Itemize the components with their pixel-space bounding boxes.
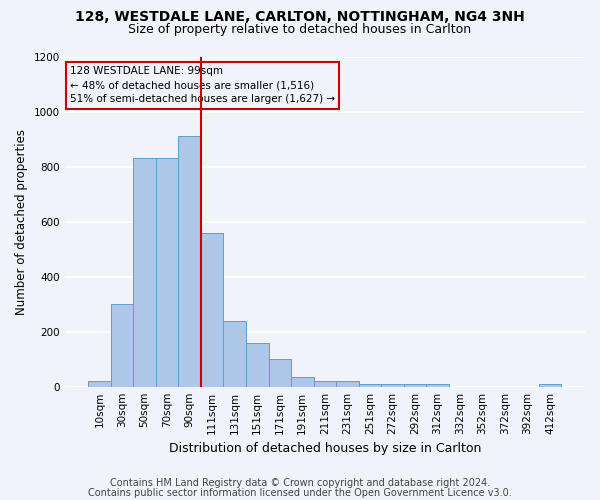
Bar [539, 384, 562, 386]
Bar [178, 136, 201, 386]
Text: 128, WESTDALE LANE, CARLTON, NOTTINGHAM, NG4 3NH: 128, WESTDALE LANE, CARLTON, NOTTINGHAM,… [75, 10, 525, 24]
Bar [111, 304, 133, 386]
Text: Size of property relative to detached houses in Carlton: Size of property relative to detached ho… [128, 22, 472, 36]
Bar [246, 342, 269, 386]
Bar [269, 359, 291, 386]
Bar [133, 158, 156, 386]
Text: 128 WESTDALE LANE: 99sqm
← 48% of detached houses are smaller (1,516)
51% of sem: 128 WESTDALE LANE: 99sqm ← 48% of detach… [70, 66, 335, 104]
Bar [404, 384, 426, 386]
Bar [314, 381, 336, 386]
Bar [88, 381, 111, 386]
Bar [156, 158, 178, 386]
Bar [201, 232, 223, 386]
Bar [291, 377, 314, 386]
Bar [223, 320, 246, 386]
Bar [381, 384, 404, 386]
Text: Contains public sector information licensed under the Open Government Licence v3: Contains public sector information licen… [88, 488, 512, 498]
Bar [336, 381, 359, 386]
Bar [359, 384, 381, 386]
Text: Contains HM Land Registry data © Crown copyright and database right 2024.: Contains HM Land Registry data © Crown c… [110, 478, 490, 488]
X-axis label: Distribution of detached houses by size in Carlton: Distribution of detached houses by size … [169, 442, 481, 455]
Bar [426, 384, 449, 386]
Y-axis label: Number of detached properties: Number of detached properties [15, 128, 28, 314]
